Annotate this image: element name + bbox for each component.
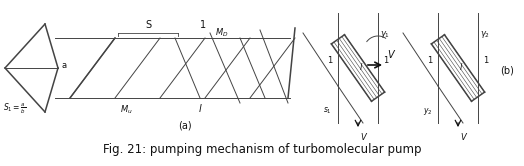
Text: 1: 1 [483, 56, 488, 65]
Text: $\gamma_1$: $\gamma_1$ [380, 29, 390, 40]
Text: $S_1=\frac{a}{b}$: $S_1=\frac{a}{b}$ [3, 101, 26, 116]
Text: S: S [145, 20, 151, 30]
Text: V: V [387, 50, 394, 60]
Text: 1: 1 [328, 56, 333, 65]
Text: (b): (b) [500, 65, 514, 75]
Text: $s_1$: $s_1$ [323, 106, 332, 117]
Text: V: V [460, 133, 466, 142]
Text: a: a [62, 61, 67, 70]
Text: 1: 1 [200, 20, 206, 30]
Text: 1: 1 [428, 56, 433, 65]
Text: V: V [360, 133, 366, 142]
Text: l: l [199, 104, 201, 114]
Text: l: l [360, 63, 363, 72]
Text: $M_u$: $M_u$ [120, 103, 133, 116]
Text: Fig. 21: pumping mechanism of turbomolecular pump: Fig. 21: pumping mechanism of turbomolec… [103, 143, 421, 157]
Text: $M_D$: $M_D$ [215, 26, 228, 39]
Text: $\gamma_2$: $\gamma_2$ [480, 29, 490, 40]
Text: 1: 1 [383, 56, 388, 65]
Text: l: l [460, 63, 462, 72]
Text: (a): (a) [178, 120, 192, 130]
Text: $y_2$: $y_2$ [423, 106, 433, 117]
